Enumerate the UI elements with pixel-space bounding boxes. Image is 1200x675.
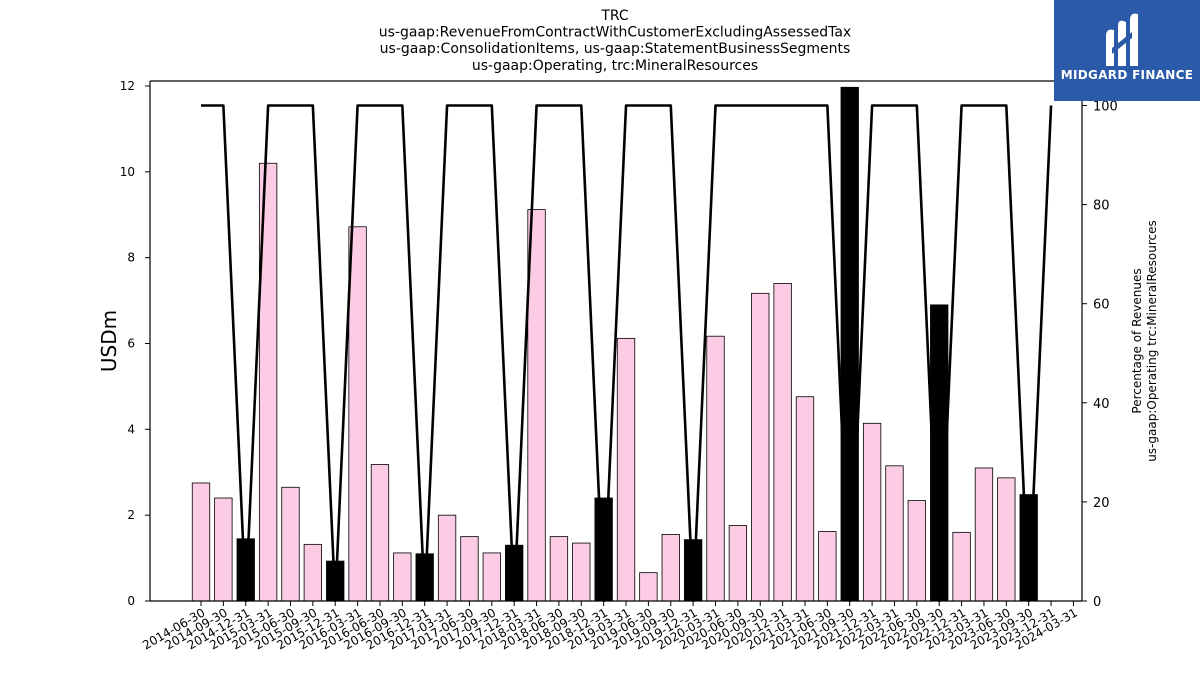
left-tick-label-6: 6 (127, 337, 135, 351)
left-y-axis-ticks: 0 2 4 6 8 10 12 (120, 79, 150, 608)
left-tick-label-12: 12 (120, 79, 135, 93)
bar-2020-06-30 (728, 525, 748, 602)
right-tick-label-40: 40 (1093, 397, 1110, 412)
right-tick-label-100: 100 (1093, 100, 1118, 115)
right-y-axis-ticks: 0 20 40 60 80 100 (1082, 100, 1118, 610)
bar-2022-03-31 (885, 465, 904, 602)
logo-text: MIDGARD FINANCE (1060, 68, 1194, 82)
percentage-line (201, 104, 1053, 603)
y-axis-label-right: Percentage of Revenues us-gaap:Operating … (1130, 220, 1159, 462)
bar-2019-06-30 (639, 572, 658, 602)
bar-2021-12-31 (862, 422, 882, 602)
left-tick-label-8: 8 (127, 251, 135, 265)
right-tick-label-60: 60 (1093, 298, 1110, 313)
bar-2018-09-30 (572, 542, 591, 602)
bar-2023-06-30 (997, 477, 1016, 602)
chart-title-line-2: us-gaap:ConsolidationItems, us-gaap:Stat… (380, 41, 851, 57)
x-axis-ticks: 2014-06-302014-09-302014-12-312015-03-31… (140, 601, 1080, 652)
bar-2021-03-31 (795, 396, 815, 602)
bar-2016-09-30 (393, 552, 412, 602)
chart-title-line-3: us-gaap:Operating, trc:MineralResources (472, 58, 758, 74)
bar-2020-03-31 (706, 335, 725, 602)
bar-2022-06-30 (907, 500, 926, 602)
bar-2015-09-30 (303, 543, 323, 602)
left-tick-label-2: 2 (127, 508, 135, 522)
bar-2014-06-30 (191, 482, 211, 602)
y-axis-label-right-line-0: Percentage of Revenues (1130, 268, 1144, 413)
left-tick-label-0: 0 (127, 594, 135, 608)
chart-title-line-0: TRC (600, 8, 629, 24)
left-tick-label-4: 4 (127, 422, 135, 436)
bar-2017-03-31 (437, 514, 457, 602)
bar-2020-12-31 (773, 283, 792, 602)
bar-2015-06-30 (281, 486, 300, 602)
right-tick-label-0: 0 (1093, 595, 1101, 610)
bar-2017-09-30 (482, 552, 501, 602)
bar-2022-12-31 (952, 531, 971, 602)
bar-2016-03-31 (348, 226, 367, 602)
brand-logo: MIDGARD FINANCE (1054, 0, 1200, 101)
chart-title-line-1: us-gaap:RevenueFromContractWithCustomerE… (379, 25, 851, 41)
y-axis-label-left: USDm (97, 310, 121, 372)
right-tick-label-80: 80 (1093, 199, 1110, 214)
bar-2016-06-30 (370, 464, 390, 602)
right-tick-label-20: 20 (1093, 496, 1110, 511)
bar-2023-03-31 (974, 467, 994, 602)
bar-2014-09-30 (214, 497, 233, 602)
y-axis-label-right-line-1: us-gaap:Operating trc:MineralResources (1145, 220, 1159, 462)
logo-icon (1106, 13, 1138, 67)
bar-2017-06-30 (460, 536, 479, 602)
bar-2018-06-30 (549, 536, 569, 602)
bar-2019-03-31 (616, 337, 636, 602)
bar-2021-09-30 (840, 86, 859, 602)
chart-title: TRCus-gaap:RevenueFromContractWithCustom… (379, 8, 851, 74)
percentage-line-series (201, 104, 1053, 603)
bar-2020-09-30 (751, 292, 770, 602)
axes (149, 80, 1083, 602)
bar-series (191, 86, 1038, 602)
left-tick-label-10: 10 (120, 165, 135, 179)
bar-2021-06-30 (818, 531, 837, 602)
bar-2019-09-30 (661, 534, 680, 602)
